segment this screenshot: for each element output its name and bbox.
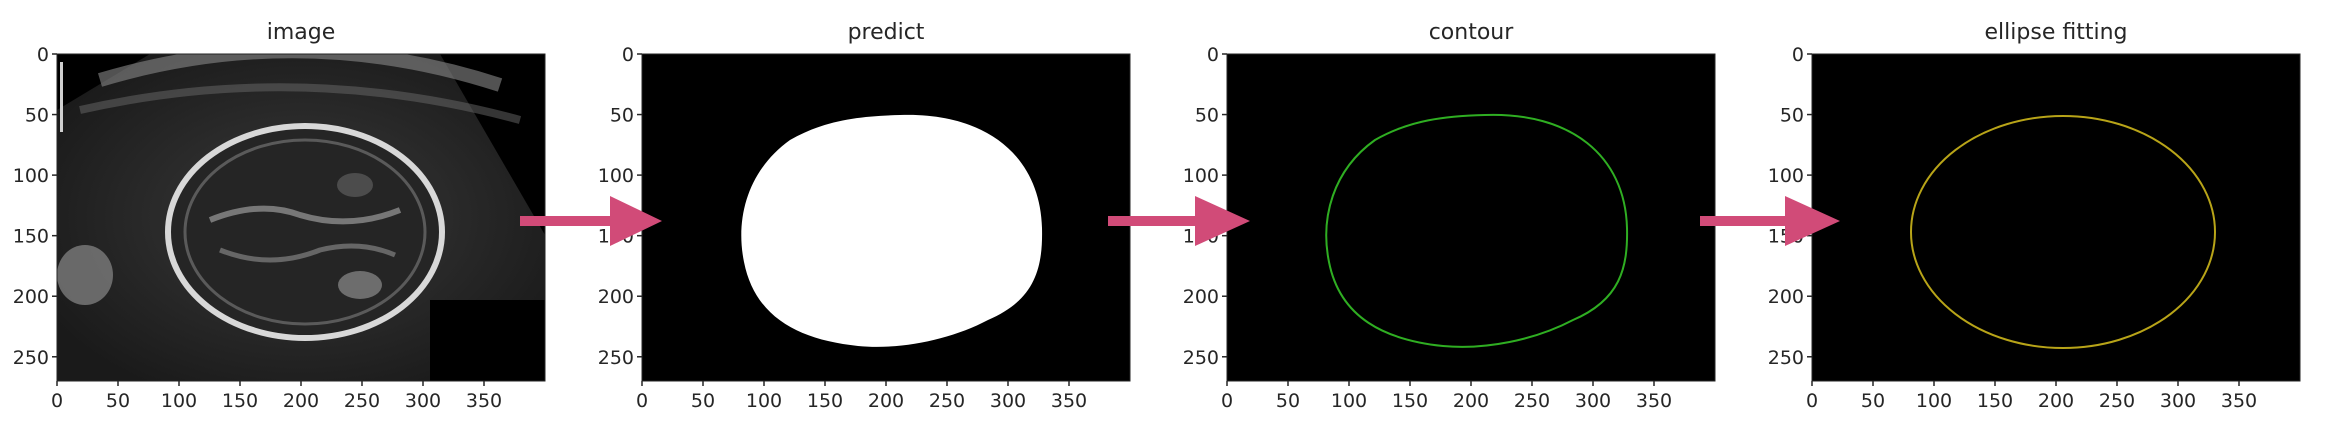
y-axis: 0 50 100 150 200 250 [13,44,57,369]
y-tick-label: 50 [1780,105,1804,127]
y-tick-label: 100 [598,165,634,187]
x-axis: 0 50 100 150 200 250 300 350 [51,381,502,412]
x-tick-label: 300 [405,390,441,412]
x-axis: 0 50 100 150 200 250 300 350 [1806,381,2257,412]
x-tick-label: 250 [1514,390,1550,412]
y-tick-label: 100 [1768,165,1804,187]
x-tick-label: 150 [1977,390,2013,412]
x-tick-label: 0 [636,390,648,412]
contour-line [1325,113,1629,348]
x-tick-label: 0 [1806,390,1818,412]
panel-predict: predict 0 50 100 150 200 250 300 350 0 50 100 150 2… [598,20,1131,412]
x-tick-label: 50 [106,390,130,412]
x-tick-label: 350 [2221,390,2257,412]
x-tick-label: 250 [929,390,965,412]
x-tick-label: 50 [1861,390,1885,412]
x-axis: 0 50 100 150 200 250 300 350 [636,381,1087,412]
ellipse-background [1812,54,2300,381]
x-tick-label: 50 [691,390,715,412]
y-tick-label: 200 [1768,286,1804,308]
y-tick-label: 250 [1768,347,1804,369]
right-arrow-icon [520,196,662,246]
y-tick-label: 0 [622,44,634,66]
y-tick-label: 250 [13,347,49,369]
y-tick-label: 250 [598,347,634,369]
panel-image: image 0 50 100 150 200 250 300 350 0 50 100 150 200… [13,20,546,412]
y-tick-label: 200 [1183,286,1219,308]
x-tick-label: 350 [1051,390,1087,412]
right-arrow-icon [1108,196,1250,246]
y-tick-label: 250 [1183,347,1219,369]
panel-title: image [267,20,336,45]
panel-contour: contour 0 50 100 150 200 250 300 350 0 50 100 150 2… [1183,20,1716,412]
y-tick-label: 0 [37,44,49,66]
x-tick-label: 200 [1453,390,1489,412]
x-tick-label: 300 [990,390,1026,412]
x-tick-label: 0 [1221,390,1233,412]
x-tick-label: 250 [2099,390,2135,412]
y-tick-label: 100 [13,165,49,187]
y-tick-label: 200 [598,286,634,308]
y-tick-label: 150 [13,226,49,248]
y-tick-label: 0 [1792,44,1804,66]
x-tick-label: 100 [1916,390,1952,412]
x-tick-label: 150 [222,390,258,412]
x-tick-label: 0 [51,390,63,412]
x-tick-label: 150 [1392,390,1428,412]
panel-title: predict [848,20,925,45]
x-tick-label: 100 [746,390,782,412]
x-tick-label: 100 [1331,390,1367,412]
right-arrow-icon [1700,196,1840,246]
x-tick-label: 200 [283,390,319,412]
y-tick-label: 50 [610,105,634,127]
x-tick-label: 350 [466,390,502,412]
panel-title: ellipse fitting [1985,20,2128,45]
y-tick-label: 50 [25,105,49,127]
panel-title: contour [1429,20,1515,45]
y-tick-label: 100 [1183,165,1219,187]
y-tick-label: 50 [1195,105,1219,127]
ultrasound-image [57,54,545,381]
x-tick-label: 150 [807,390,843,412]
x-tick-label: 100 [161,390,197,412]
y-tick-label: 0 [1207,44,1219,66]
x-axis: 0 50 100 150 200 250 300 350 [1221,381,1672,412]
panel-ellipse: ellipse fitting 0 50 100 150 200 250 300 350 0 5… [1768,20,2301,412]
x-tick-label: 300 [1575,390,1611,412]
x-tick-label: 200 [2038,390,2074,412]
x-tick-label: 50 [1276,390,1300,412]
predicted-mask [741,114,1043,347]
fitted-ellipse [1910,115,2216,349]
contour-background [1227,54,1715,381]
x-tick-label: 300 [2160,390,2196,412]
x-tick-label: 200 [868,390,904,412]
y-tick-label: 200 [13,286,49,308]
x-tick-label: 250 [344,390,380,412]
x-tick-label: 350 [1636,390,1672,412]
